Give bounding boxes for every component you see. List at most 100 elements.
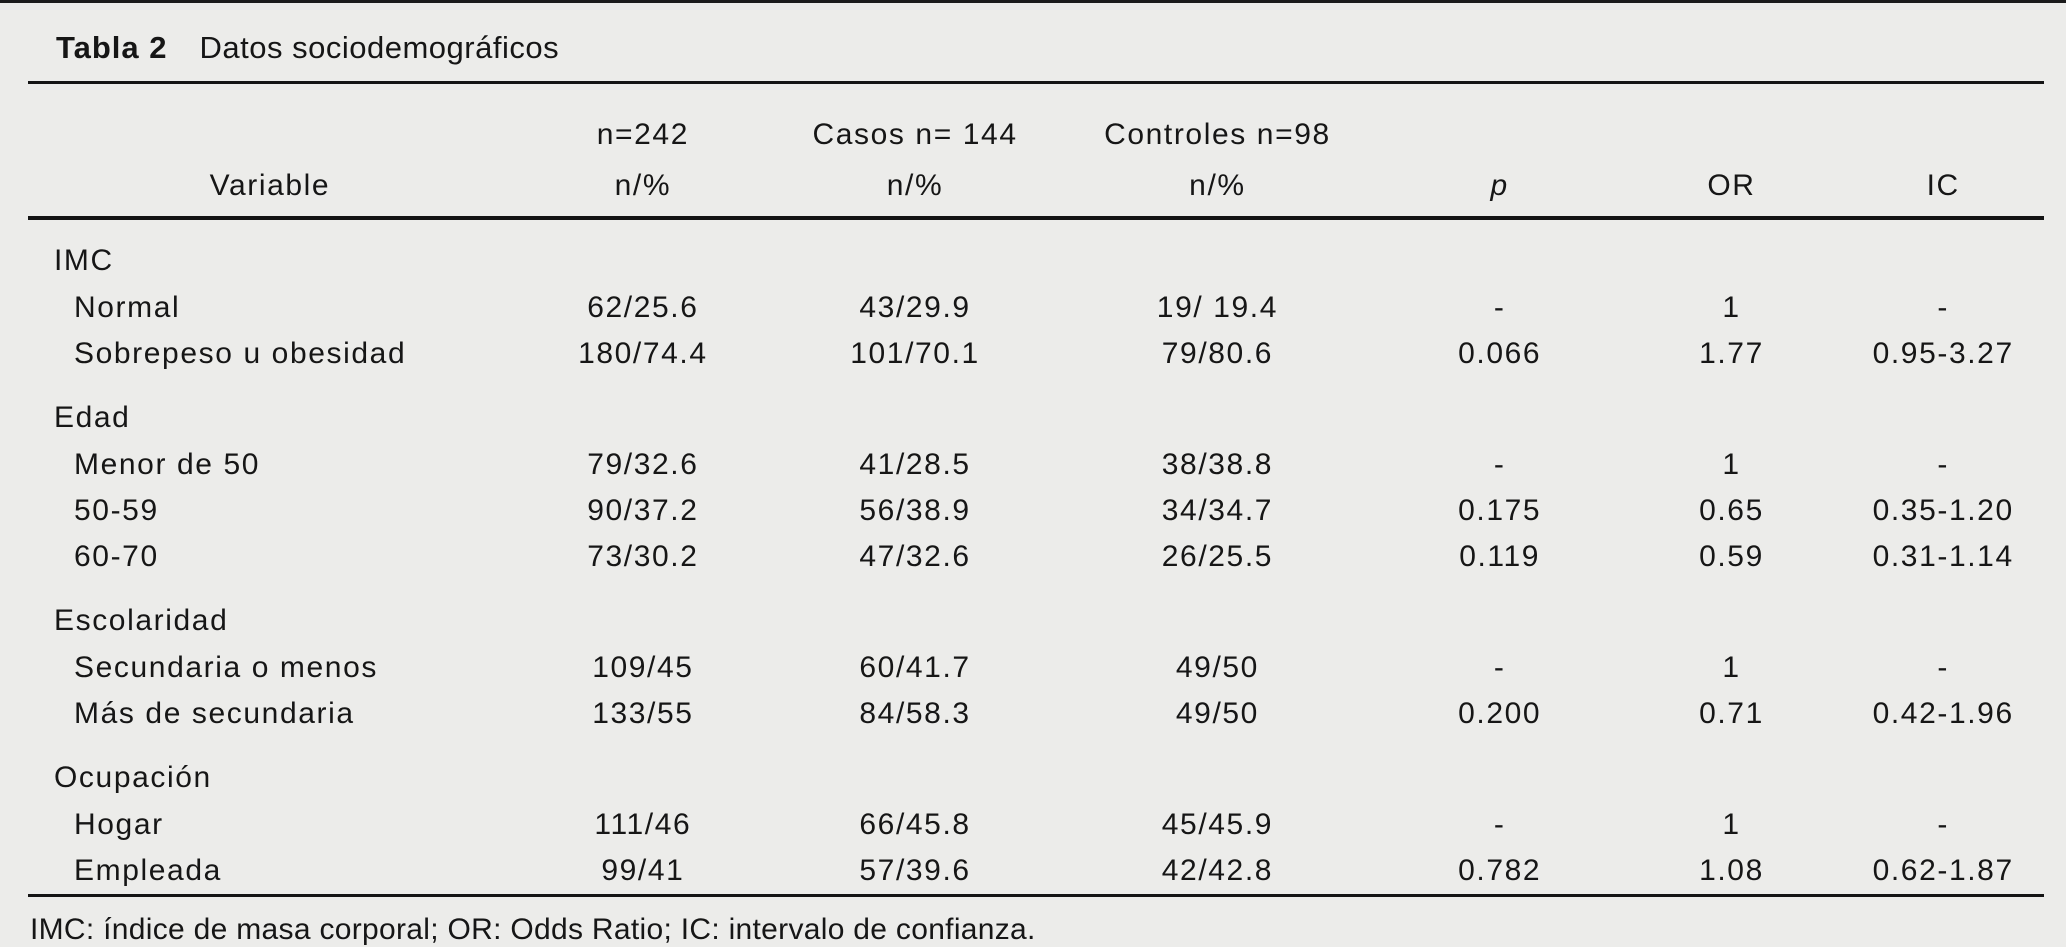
header-p: p <box>1490 169 1509 202</box>
table-number: Tabla 2 <box>56 30 168 65</box>
cell-variable: Sobrepeso u obesidad <box>74 337 407 370</box>
cell-total: 62/25.6 <box>587 291 699 324</box>
cell-controles: 79/80.6 <box>1161 337 1274 370</box>
cell-controles: 49/50 <box>1175 697 1259 730</box>
cell-casos: 43/29.9 <box>859 291 971 324</box>
group-row-imc: IMC <box>28 218 2044 285</box>
table-row: 60-70 73/30.2 47/32.6 26/25.5 0.119 0.59… <box>28 534 2044 580</box>
table-row: Más de secundaria 133/55 84/58.3 49/50 0… <box>28 691 2044 737</box>
header-row-counts: n=242 Casos n= 144 Controles n=98 <box>28 83 2044 157</box>
empty-cell <box>512 580 774 645</box>
header-empty <box>1842 83 2044 157</box>
cell-casos: 60/41.7 <box>859 651 971 684</box>
empty-cell <box>1056 580 1379 645</box>
group-label: Escolaridad <box>54 604 229 637</box>
header-casos-n: Casos n= 144 <box>812 118 1018 151</box>
cell-p: 0.119 <box>1459 540 1541 573</box>
cell-variable: Empleada <box>74 854 222 887</box>
table-row: Normal 62/25.6 43/29.9 19/ 19.4 - 1 - <box>28 285 2044 331</box>
cell-controles: 38/38.8 <box>1161 448 1274 481</box>
cell-or: 0.71 <box>1699 697 1764 730</box>
header-controles-npct: n/% <box>1189 169 1246 202</box>
group-row-ocupacion: Ocupación <box>28 737 2044 802</box>
cell-ic: 0.95-3.27 <box>1872 337 2014 370</box>
empty-cell <box>774 580 1056 645</box>
cell-casos: 47/32.6 <box>859 540 971 573</box>
table-row: Sobrepeso u obesidad 180/74.4 101/70.1 7… <box>28 331 2044 377</box>
cell-total: 90/37.2 <box>587 494 699 527</box>
empty-cell <box>1379 580 1621 645</box>
cell-ic: - <box>1937 808 1949 841</box>
table-body: IMC Normal 62/25.6 43/29.9 19/ 19.4 - 1 … <box>28 218 2044 896</box>
cell-variable: Hogar <box>74 808 164 841</box>
empty-cell <box>774 377 1056 442</box>
empty-cell <box>1842 580 2044 645</box>
cell-or: 1 <box>1722 651 1741 684</box>
table-row: Hogar 111/46 66/45.8 45/45.9 - 1 - <box>28 802 2044 848</box>
cell-variable: Secundaria o menos <box>74 651 378 684</box>
cell-or: 1 <box>1722 448 1741 481</box>
empty-cell <box>1842 737 2044 802</box>
empty-cell <box>1056 377 1379 442</box>
empty-cell <box>1842 377 2044 442</box>
cell-controles: 45/45.9 <box>1161 808 1274 841</box>
cell-total: 111/46 <box>594 808 692 841</box>
empty-cell <box>1842 218 2044 285</box>
empty-cell <box>1621 580 1843 645</box>
cell-total: 79/32.6 <box>587 448 699 481</box>
cell-controles: 34/34.7 <box>1161 494 1274 527</box>
header-row-labels: Variable n/% n/% n/% p OR IC <box>28 156 2044 218</box>
table-title: Datos sociodemográficos <box>199 30 560 65</box>
group-row-escolaridad: Escolaridad <box>28 580 2044 645</box>
empty-cell <box>774 737 1056 802</box>
cell-p: 0.066 <box>1458 337 1542 370</box>
empty-cell <box>1621 377 1843 442</box>
header-casos-npct: n/% <box>886 169 944 202</box>
table-footnote: IMC: índice de masa corporal; OR: Odds R… <box>30 913 1036 946</box>
cell-variable: Menor de 50 <box>74 448 261 481</box>
cell-p: 0.175 <box>1458 494 1542 527</box>
header-empty <box>28 83 512 157</box>
header-or: OR <box>1707 169 1756 202</box>
cell-or: 1.08 <box>1699 854 1764 887</box>
cell-or: 1 <box>1722 291 1741 324</box>
table-row: Menor de 50 79/32.6 41/28.5 38/38.8 - 1 … <box>28 442 2044 488</box>
header-empty <box>1621 83 1843 157</box>
cell-controles: 42/42.8 <box>1161 854 1274 887</box>
empty-cell <box>1621 737 1843 802</box>
header-total-npct: n/% <box>614 169 672 202</box>
cell-casos: 57/39.6 <box>859 854 971 887</box>
cell-variable: Más de secundaria <box>74 697 355 730</box>
cell-total: 133/55 <box>592 697 694 730</box>
group-row-edad: Edad <box>28 377 2044 442</box>
cell-ic: 0.62-1.87 <box>1872 854 2014 887</box>
cell-total: 99/41 <box>601 854 685 887</box>
cell-p: 0.782 <box>1458 854 1542 887</box>
cell-total: 73/30.2 <box>587 540 699 573</box>
empty-cell <box>1056 218 1379 285</box>
empty-cell <box>1056 737 1379 802</box>
cell-total: 109/45 <box>592 651 694 684</box>
cell-total: 180/74.4 <box>578 337 708 370</box>
cell-casos: 41/28.5 <box>859 448 971 481</box>
empty-cell <box>512 737 774 802</box>
cell-casos: 56/38.9 <box>859 494 971 527</box>
cell-variable: Normal <box>74 291 181 324</box>
cell-ic: 0.35-1.20 <box>1872 494 2014 527</box>
cell-casos: 101/70.1 <box>850 337 980 370</box>
empty-cell <box>512 377 774 442</box>
cell-casos: 66/45.8 <box>859 808 971 841</box>
header-empty <box>1379 83 1621 157</box>
header-variable: Variable <box>209 169 331 202</box>
cell-ic: - <box>1937 291 1949 324</box>
cell-p: - <box>1493 448 1506 481</box>
cell-p: - <box>1493 808 1506 841</box>
table-row: Secundaria o menos 109/45 60/41.7 49/50 … <box>28 645 2044 691</box>
sociodemographic-table: n=242 Casos n= 144 Controles n=98 Variab… <box>28 81 2044 897</box>
table-row: 50-59 90/37.2 56/38.9 34/34.7 0.175 0.65… <box>28 488 2044 534</box>
cell-variable: 50-59 <box>74 494 159 527</box>
cell-or: 0.59 <box>1699 540 1764 573</box>
cell-controles: 19/ 19.4 <box>1156 291 1279 324</box>
empty-cell <box>512 218 774 285</box>
header-total-n: n=242 <box>596 118 689 151</box>
